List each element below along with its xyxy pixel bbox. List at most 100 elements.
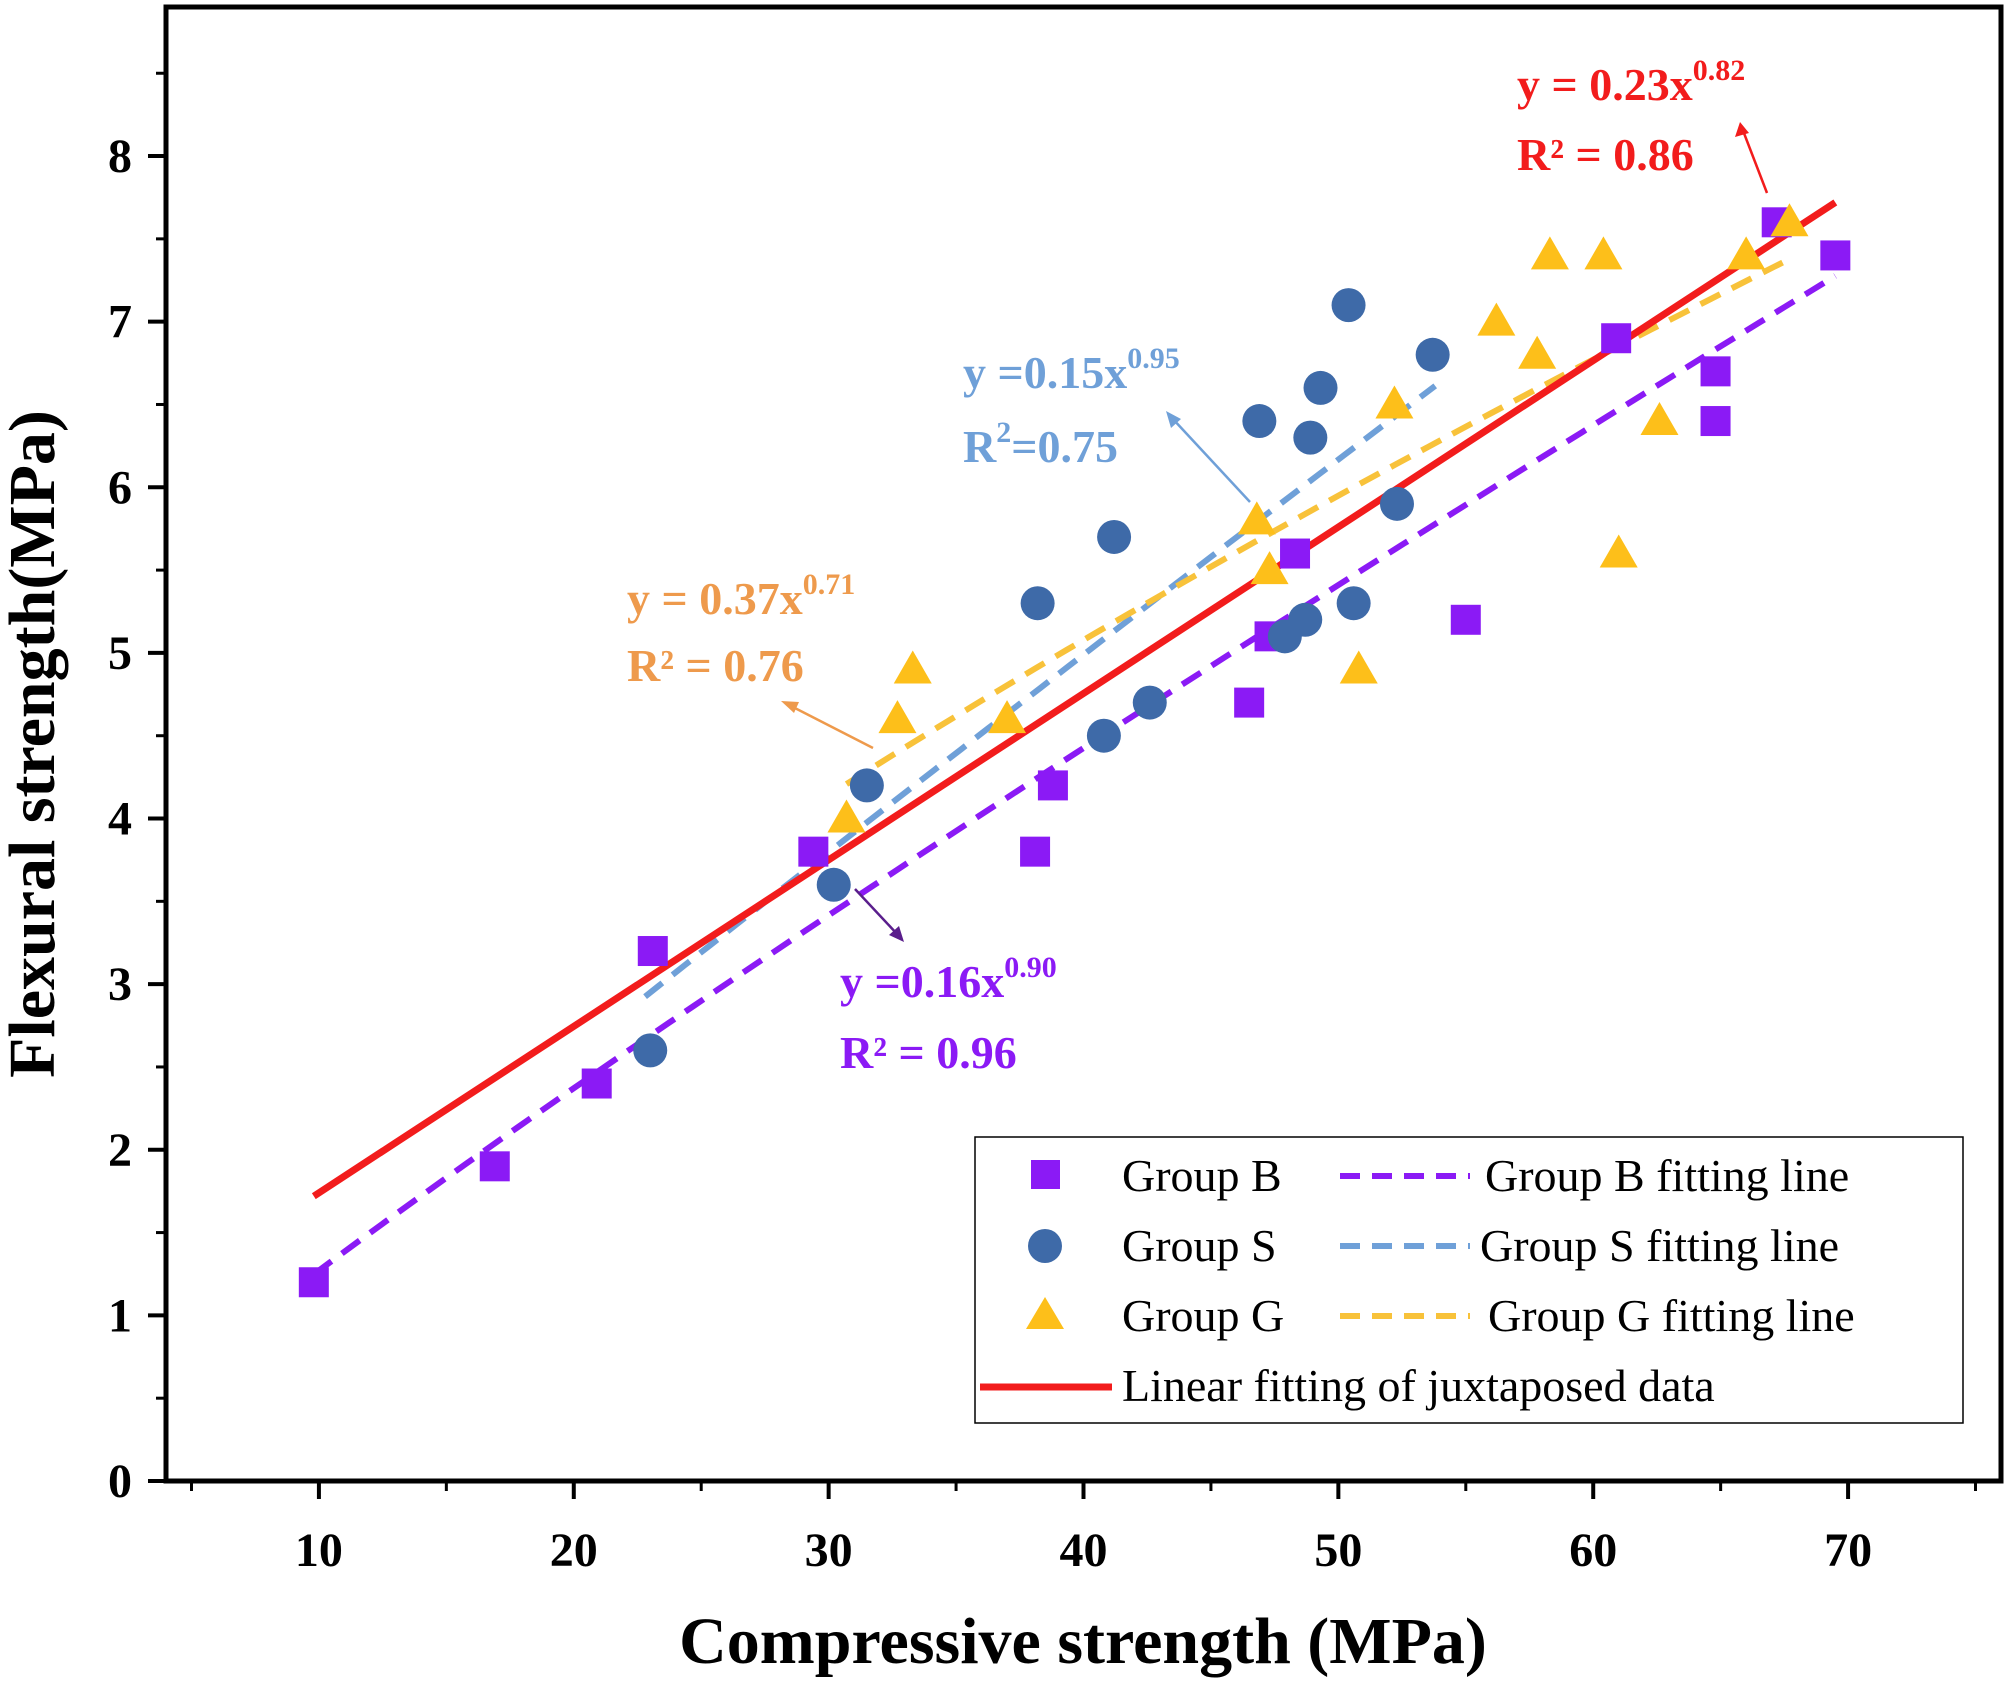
y-tick-label: 3 (108, 958, 132, 1011)
annotation-g-arrow (788, 703, 874, 750)
y-tick-label: 7 (108, 296, 132, 349)
point-group-s (1097, 519, 1132, 554)
point-group-s (1293, 420, 1328, 455)
annotation-s-arrowhead (1166, 411, 1181, 428)
point-group-b (1601, 323, 1632, 354)
point-group-g (1237, 501, 1276, 535)
annotation-b: y =0.16x0.90 R² = 0.96 (840, 888, 1057, 1078)
legend-label-group-s: Group S (1122, 1220, 1277, 1271)
legend-marker-group-g (1026, 1297, 1064, 1329)
point-group-b (1820, 240, 1851, 271)
annotation-red-arrowhead (1735, 122, 1749, 137)
fit-lines (311, 199, 1838, 1277)
point-group-s (816, 867, 851, 902)
annotation-g: y = 0.37x0.71 R² = 0.76 (627, 568, 874, 750)
legend-box (974, 1136, 1964, 1424)
point-group-s (633, 1033, 668, 1068)
y-tick-label: 2 (108, 1124, 132, 1177)
annotation-red-arrow (1740, 127, 1769, 194)
point-group-s (1336, 586, 1371, 621)
point-group-s (1020, 586, 1055, 621)
annotation-g-arrowhead (781, 701, 799, 713)
point-group-b (1020, 836, 1051, 867)
x-axis-ticks: 10 20 30 40 50 60 70 (189, 1481, 1978, 1577)
point-group-g (1599, 534, 1638, 568)
point-group-g (1375, 385, 1414, 419)
point-group-b (581, 1068, 612, 1099)
y-tick-label: 4 (108, 793, 132, 846)
point-group-g (1770, 203, 1809, 237)
annotation-b-r2: R² = 0.96 (840, 1027, 1017, 1078)
point-group-g (1584, 236, 1623, 270)
fit-line-group-b-fitting-line (312, 273, 1837, 1277)
point-group-g (1530, 236, 1569, 270)
point-group-g (1339, 650, 1378, 684)
point-group-b (479, 1151, 510, 1182)
point-group-b (1280, 538, 1311, 569)
point-group-s (1331, 288, 1366, 323)
point-group-b (1700, 356, 1731, 387)
y-axis-ticks: 0 1 2 3 4 5 6 7 8 (108, 71, 166, 1508)
annotation-g-r2: R² = 0.76 (627, 640, 804, 691)
legend-label-group-g-fit: Group G fitting line (1488, 1290, 1855, 1341)
x-axis-label: Compressive strength (MPa) (679, 1605, 1487, 1678)
x-tick-label: 60 (1569, 1524, 1617, 1577)
annotation-red: y = 0.23x0.82 R² = 0.86 (1517, 54, 1769, 194)
y-tick-label: 0 (108, 1455, 132, 1508)
point-group-g (1518, 335, 1557, 369)
annotation-b-equation: y =0.16x0.90 (840, 951, 1057, 1007)
data-points (298, 203, 1851, 1298)
point-group-b (1234, 687, 1265, 718)
point-group-b (298, 1267, 329, 1298)
annotation-b-arrowhead (889, 926, 904, 942)
x-tick-label: 40 (1060, 1524, 1108, 1577)
point-group-g (1640, 402, 1679, 436)
legend-marker-group-b (1031, 1160, 1060, 1189)
legend-label-group-b: Group B (1122, 1150, 1282, 1201)
fit-line-group-g-fitting-line (844, 256, 1791, 787)
x-tick-label: 20 (550, 1524, 598, 1577)
point-group-b (1450, 604, 1481, 635)
annotation-s-equation: y =0.15x0.95 (963, 342, 1180, 398)
point-group-s (1086, 718, 1121, 753)
point-group-g (893, 650, 932, 684)
point-group-g (878, 700, 917, 734)
point-group-s (1379, 486, 1414, 521)
point-group-s (1415, 337, 1450, 372)
legend-label-group-b-fit: Group B fitting line (1485, 1150, 1849, 1201)
annotation-red-equation: y = 0.23x0.82 (1517, 54, 1745, 110)
point-group-s (1132, 685, 1167, 720)
legend-label-linear-fit: Linear fitting of juxtaposed data (1122, 1360, 1715, 1411)
legend: Group B Group B fitting line Group S Gro… (974, 1136, 1964, 1424)
point-group-g (988, 700, 1027, 734)
legend-label-group-s-fit: Group S fitting line (1480, 1220, 1839, 1271)
fit-line-group-s-fitting-line (643, 383, 1438, 999)
point-group-b (1037, 770, 1068, 801)
point-group-g (1250, 551, 1289, 585)
x-tick-label: 50 (1314, 1524, 1362, 1577)
point-group-s (849, 768, 884, 803)
point-group-s (1288, 602, 1323, 637)
annotation-b-arrow (854, 888, 899, 936)
annotation-s: y =0.15x0.95 R2=0.75 (963, 342, 1251, 503)
point-group-b (637, 936, 668, 967)
y-axis-label: Flexural strength(MPa) (0, 410, 69, 1078)
x-tick-label: 70 (1824, 1524, 1872, 1577)
fit-line-linear-fitting-of-juxtaposed-data (311, 199, 1838, 1200)
legend-marker-group-s (1028, 1229, 1062, 1263)
x-tick-label: 10 (295, 1524, 343, 1577)
point-group-g (1477, 302, 1516, 336)
point-group-b (798, 836, 829, 867)
y-tick-label: 1 (108, 1289, 132, 1342)
annotation-s-arrow (1171, 417, 1251, 503)
legend-label-group-g: Group G (1122, 1290, 1284, 1341)
point-group-b (1700, 406, 1731, 437)
annotation-s-r2: R2=0.75 (963, 416, 1118, 472)
annotation-g-equation: y = 0.37x0.71 (627, 568, 855, 624)
point-group-s (1242, 404, 1277, 439)
point-group-s (1303, 370, 1338, 405)
x-tick-label: 30 (805, 1524, 853, 1577)
point-group-g (1727, 236, 1766, 270)
